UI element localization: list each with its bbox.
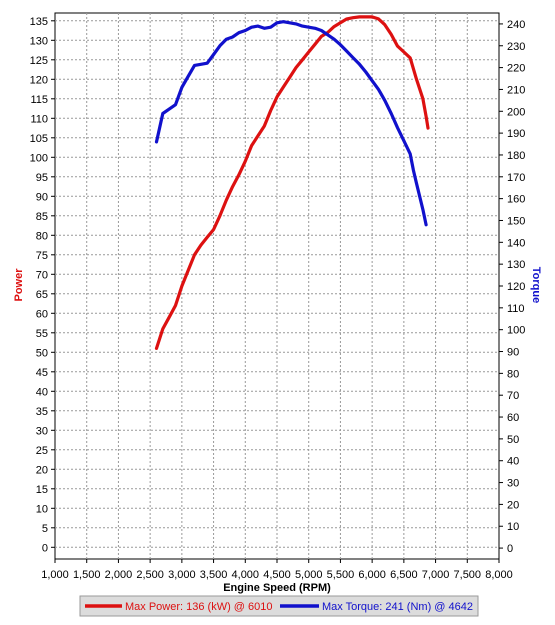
y-right-tick-label: 240 — [507, 19, 525, 31]
y-right-tick-label: 70 — [507, 390, 519, 402]
x-tick-label: 5,000 — [295, 569, 323, 581]
y-right-tick-label: 220 — [507, 63, 525, 75]
y-left-tick-label: 40 — [36, 386, 48, 398]
y-left-tick-label: 80 — [36, 230, 48, 242]
y-right-tick-label: 210 — [507, 84, 525, 96]
x-axis-title: Engine Speed (RPM) — [223, 582, 331, 594]
x-tick-label: 4,500 — [263, 569, 291, 581]
y-left-tick-label: 60 — [36, 308, 48, 320]
y-left-tick-label: 130 — [30, 35, 48, 47]
y-left-tick-label: 85 — [36, 211, 48, 223]
y-left-tick-label: 90 — [36, 191, 48, 203]
y-left-tick-label: 110 — [30, 113, 48, 125]
x-tick-label: 2,500 — [136, 569, 164, 581]
legend-power-label: Max Power: 136 (kW) @ 6010 — [125, 601, 273, 613]
y-right-tick-label: 130 — [507, 259, 525, 271]
y-left-tick-label: 50 — [36, 347, 48, 359]
x-tick-label: 1,000 — [41, 569, 69, 581]
y-right-tick-label: 30 — [507, 478, 519, 490]
y-left-tick-label: 25 — [36, 445, 48, 457]
y-left-tick-label: 135 — [30, 16, 48, 28]
x-tick-label: 5,500 — [327, 569, 355, 581]
x-tick-label: 1,500 — [73, 569, 101, 581]
legend: Max Power: 136 (kW) @ 6010 Max Torque: 2… — [79, 595, 479, 617]
series-layer — [154, 15, 430, 350]
x-tick-label: 2,000 — [105, 569, 133, 581]
y-left-tick-label: 10 — [36, 503, 48, 515]
y-right-tick-label: 60 — [507, 412, 519, 424]
x-tick-label: 6,000 — [358, 569, 386, 581]
y-right-tick-label: 170 — [507, 172, 525, 184]
x-tick-label: 3,500 — [200, 569, 228, 581]
y-left-tick-label: 120 — [30, 74, 48, 86]
power-series-line — [154, 15, 430, 350]
y-left-axis-ticks: 0 5 10 15 20 25 30 35 40 45 50 55 60 65 70 75 80 85 90 95 10… — [30, 16, 55, 554]
torque-series-line — [154, 20, 428, 227]
y-left-axis-title: Power — [13, 268, 25, 302]
x-tick-label: 6,500 — [390, 569, 418, 581]
y-left-tick-label: 20 — [36, 464, 48, 476]
y-left-tick-label: 100 — [30, 152, 48, 164]
y-left-tick-label: 55 — [36, 328, 48, 340]
y-right-tick-label: 150 — [507, 215, 525, 227]
x-tick-label: 7,500 — [454, 569, 482, 581]
y-left-tick-label: 35 — [36, 406, 48, 418]
y-left-tick-label: 15 — [36, 484, 48, 496]
y-right-tick-label: 180 — [507, 150, 525, 162]
x-tick-label: 3,000 — [168, 569, 196, 581]
y-right-tick-label: 190 — [507, 128, 525, 140]
y-right-tick-label: 120 — [507, 281, 525, 293]
x-axis-ticks: 1,000 1,500 2,000 2,500 3,000 3,500 4,000 4,500… — [41, 559, 513, 581]
y-left-tick-label: 115 — [30, 94, 48, 106]
y-left-tick-label: 95 — [36, 172, 48, 184]
y-right-tick-label: 50 — [507, 434, 519, 446]
y-right-tick-label: 40 — [507, 456, 519, 468]
y-right-tick-label: 160 — [507, 194, 525, 206]
y-right-tick-label: 200 — [507, 106, 525, 118]
y-left-tick-label: 5 — [42, 523, 48, 535]
y-left-tick-label: 125 — [30, 55, 48, 67]
y-right-tick-label: 110 — [507, 303, 525, 315]
x-tick-label: 8,000 — [485, 569, 513, 581]
x-tick-label: 4,000 — [232, 569, 260, 581]
y-left-tick-label: 75 — [36, 250, 48, 262]
y-left-tick-label: 105 — [30, 133, 48, 145]
y-right-tick-label: 140 — [507, 237, 525, 249]
y-left-tick-label: 0 — [42, 542, 48, 554]
y-right-axis-ticks: 0 10 20 30 40 50 60 70 80 90 100 110 120 130 140 150 160… — [499, 19, 525, 555]
legend-box — [79, 595, 479, 617]
y-right-tick-label: 0 — [507, 543, 513, 555]
x-tick-label: 7,000 — [422, 569, 450, 581]
y-right-tick-label: 230 — [507, 41, 525, 53]
y-right-axis-title: Torque — [530, 267, 542, 303]
y-right-tick-label: 10 — [507, 521, 519, 533]
y-right-tick-label: 90 — [507, 347, 519, 359]
y-right-tick-label: 20 — [507, 499, 519, 511]
y-left-tick-label: 30 — [36, 425, 48, 437]
y-left-tick-label: 70 — [36, 269, 48, 281]
y-left-tick-label: 65 — [36, 289, 48, 301]
y-right-tick-label: 80 — [507, 368, 519, 380]
y-left-tick-label: 45 — [36, 367, 48, 379]
y-right-tick-label: 100 — [507, 325, 525, 337]
legend-torque-label: Max Torque: 241 (Nm) @ 4642 — [322, 601, 473, 613]
grid-lines — [55, 13, 499, 559]
